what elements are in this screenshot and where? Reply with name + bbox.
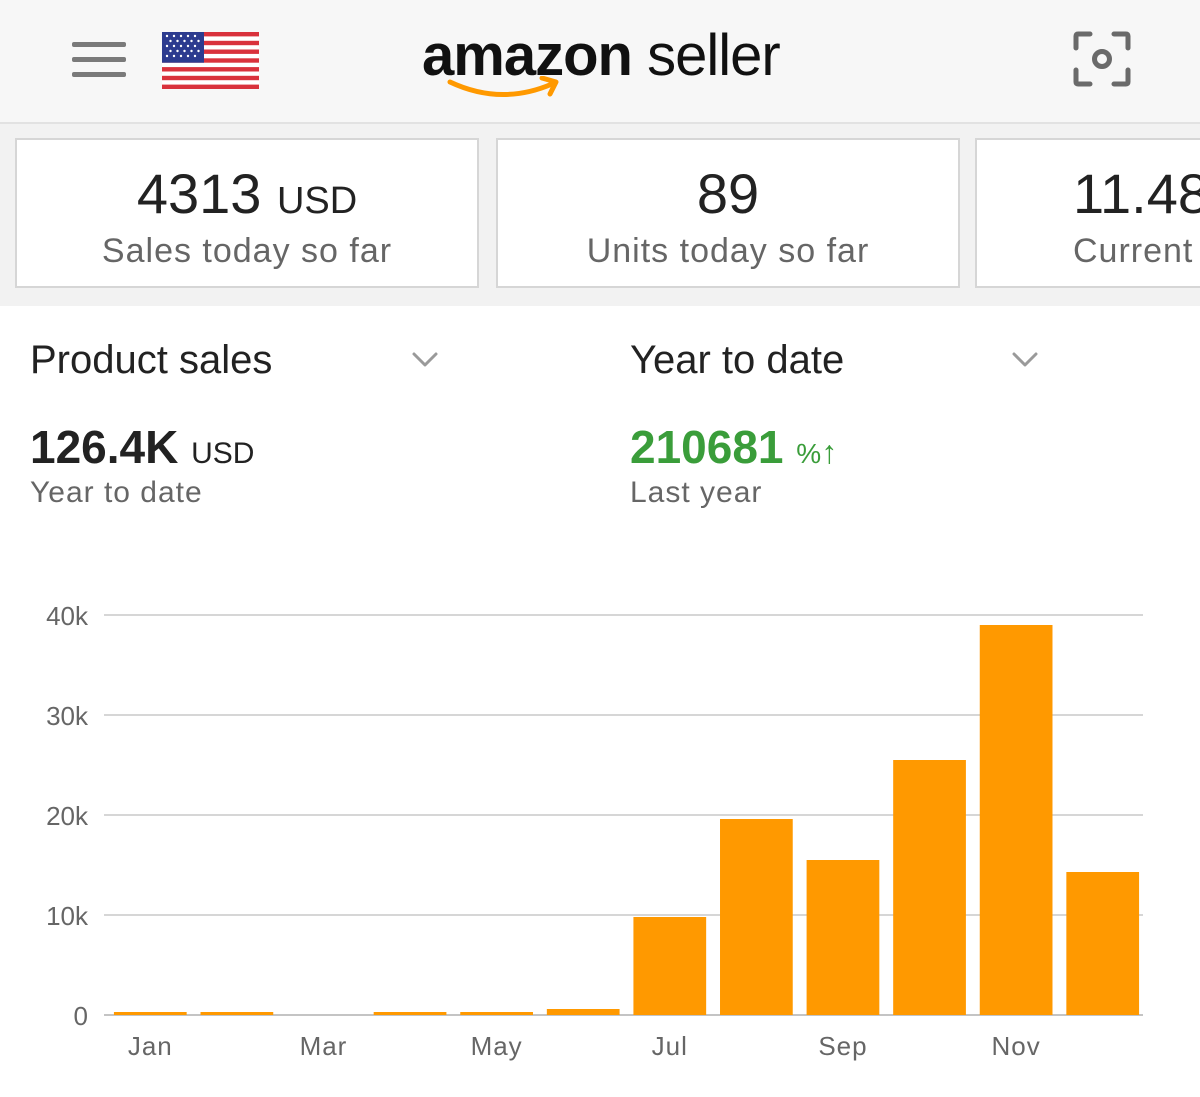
amazon-seller-logo: amazon seller (422, 22, 782, 102)
card-number: 4313 (136, 162, 262, 225)
chevron-down-icon (1012, 352, 1038, 367)
bar-apr (373, 1012, 447, 1015)
y-tick-label: 0 (74, 1001, 88, 1031)
bar-jun (546, 1009, 620, 1015)
app-header: amazon seller (0, 0, 1200, 124)
us-flag-icon[interactable] (162, 32, 259, 89)
card-value: 4313 USD (17, 162, 477, 233)
logo-product: seller (647, 23, 781, 88)
period-dropdown[interactable]: Year to date (630, 338, 1040, 388)
card-number: 11.48 (1073, 162, 1200, 225)
bar-nov (979, 625, 1053, 1015)
growth-value: 210681 %↑ (630, 420, 837, 481)
total-sales-label: Year to date (30, 476, 203, 509)
x-tick-label: Jan (128, 1031, 173, 1061)
menu-line-icon (72, 42, 126, 47)
arrow-up-icon: ↑ (821, 434, 838, 470)
sales-today-card[interactable]: 4313 USD Sales today so far (15, 138, 479, 288)
total-sales-value: 126.4K USD (30, 420, 254, 481)
metric-dropdown[interactable]: Product sales (30, 338, 440, 388)
growth-label: Last year (630, 476, 763, 509)
card-label: Current (1073, 232, 1194, 270)
bar-oct (893, 760, 966, 1015)
growth-number: 210681 (630, 421, 784, 473)
menu-line-icon (72, 57, 126, 62)
bar-sep (806, 860, 880, 1015)
metric-dropdown-label: Product sales (30, 338, 273, 382)
growth-unit: % (796, 438, 822, 469)
card-value: 89 (498, 162, 958, 226)
x-tick-label: Jul (652, 1031, 688, 1061)
x-tick-label: Nov (992, 1031, 1041, 1061)
card-number: 89 (696, 162, 760, 225)
bar-feb (200, 1012, 274, 1015)
metric-cards-strip: 4313 USD Sales today so far 89 Units tod… (0, 124, 1200, 306)
card-value: 11.48 (1073, 162, 1200, 226)
current-card[interactable]: 11.48 Current (975, 138, 1200, 288)
period-dropdown-label: Year to date (630, 338, 845, 382)
y-tick-label: 10k (46, 901, 89, 931)
bar-jan (113, 1012, 187, 1015)
total-number: 126.4K (30, 421, 179, 473)
y-tick-label: 20k (46, 801, 89, 831)
x-tick-label: May (471, 1031, 523, 1061)
total-unit: USD (191, 437, 255, 470)
x-tick-label: Mar (300, 1031, 348, 1061)
hamburger-menu-icon[interactable] (72, 42, 126, 78)
amazon-smile-icon (447, 76, 559, 97)
bar-may (460, 1012, 533, 1015)
card-unit: USD (276, 180, 358, 222)
chevron-down-icon (412, 352, 438, 367)
y-tick-label: 40k (46, 601, 89, 631)
y-tick-label: 30k (46, 701, 89, 731)
scan-camera-icon[interactable] (1072, 30, 1132, 88)
monthly-sales-bar-chart: 0 10k 20k 30k 40k Jan Mar May Jul Sep Nov (46, 601, 1143, 1061)
logo-brand: amazon (422, 23, 633, 88)
bar-dec (1066, 872, 1140, 1015)
card-label: Sales today so far (101, 232, 393, 270)
x-tick-label: Sep (818, 1031, 867, 1061)
bar-aug (720, 819, 793, 1015)
card-label: Units today so far (586, 232, 870, 270)
logo-text: amazon seller (422, 22, 781, 89)
menu-line-icon (72, 72, 126, 77)
units-today-card[interactable]: 89 Units today so far (496, 138, 960, 288)
bar-jul (633, 917, 707, 1015)
